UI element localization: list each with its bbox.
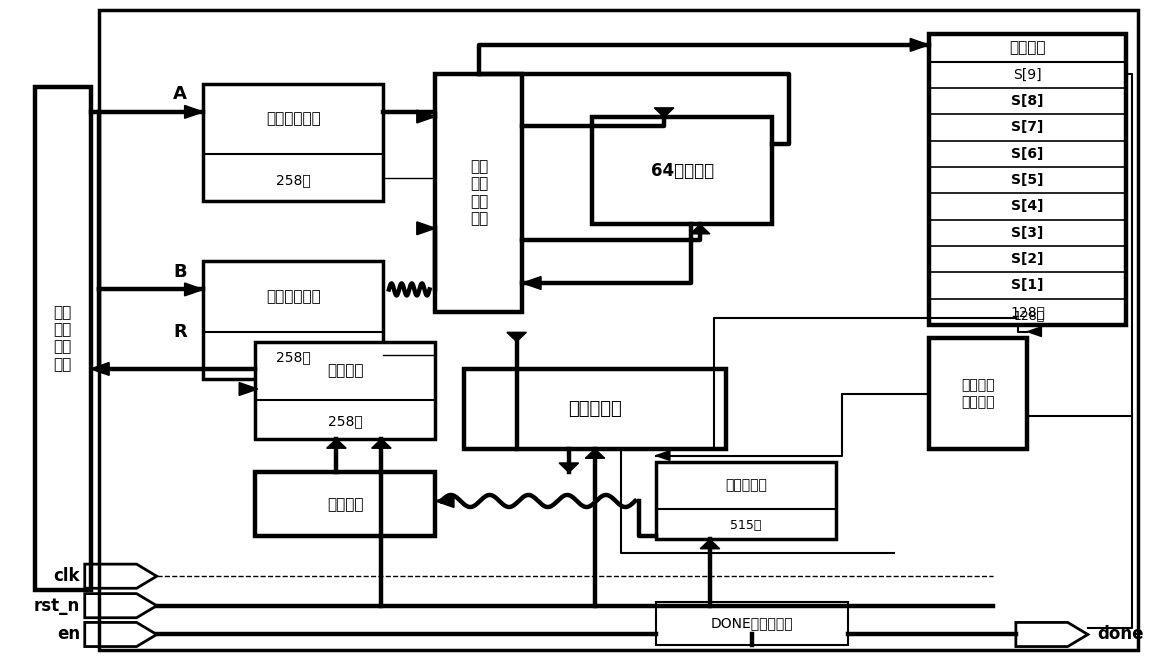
- Polygon shape: [185, 105, 203, 119]
- Text: S[4]: S[4]: [1011, 200, 1044, 214]
- Polygon shape: [1027, 327, 1041, 336]
- FancyBboxPatch shape: [35, 87, 91, 590]
- Text: DONE信号寄存器: DONE信号寄存器: [711, 616, 793, 630]
- Text: 有限状态机: 有限状态机: [568, 400, 622, 417]
- FancyBboxPatch shape: [929, 34, 1126, 325]
- Text: 第二组合
逻辑单元: 第二组合 逻辑单元: [961, 379, 995, 409]
- Polygon shape: [239, 383, 258, 395]
- Text: S[9]: S[9]: [1014, 68, 1041, 82]
- Text: 乘积寄存器: 乘积寄存器: [724, 478, 767, 492]
- Text: 515位: 515位: [730, 519, 762, 532]
- Text: B: B: [173, 263, 187, 281]
- Polygon shape: [417, 222, 435, 234]
- Text: 输出单元: 输出单元: [327, 363, 363, 379]
- Text: 258位: 258位: [276, 350, 310, 364]
- Polygon shape: [522, 277, 541, 289]
- Polygon shape: [435, 494, 454, 507]
- Polygon shape: [372, 439, 391, 448]
- Text: 数据
输入
输出
接口: 数据 输入 输出 接口: [53, 305, 72, 372]
- Polygon shape: [910, 38, 929, 52]
- Text: 第一
组合
逻辑
单元: 第一 组合 逻辑 单元: [470, 159, 488, 226]
- Polygon shape: [691, 224, 709, 234]
- Text: 258位: 258位: [276, 173, 310, 187]
- Text: A: A: [173, 86, 187, 103]
- Polygon shape: [656, 451, 670, 460]
- FancyBboxPatch shape: [255, 472, 435, 536]
- Text: en: en: [57, 626, 80, 643]
- Polygon shape: [326, 439, 346, 448]
- Text: 约减电路: 约减电路: [327, 496, 363, 512]
- FancyBboxPatch shape: [929, 338, 1027, 449]
- FancyBboxPatch shape: [255, 342, 435, 439]
- Text: 64位乘法器: 64位乘法器: [650, 162, 714, 180]
- Polygon shape: [585, 449, 605, 458]
- Polygon shape: [417, 110, 435, 123]
- Text: 第一输入单元: 第一输入单元: [266, 111, 320, 127]
- Text: 258位: 258位: [329, 414, 362, 428]
- Text: clk: clk: [53, 567, 80, 585]
- Text: S[1]: S[1]: [1011, 279, 1044, 292]
- Text: S[5]: S[5]: [1011, 173, 1044, 187]
- Text: S[3]: S[3]: [1011, 226, 1044, 240]
- Text: S[6]: S[6]: [1011, 147, 1044, 161]
- Text: 128位: 128位: [1014, 310, 1045, 324]
- Text: done: done: [1097, 626, 1144, 643]
- Text: 第二输入单元: 第二输入单元: [266, 289, 320, 304]
- Text: S[2]: S[2]: [1011, 252, 1044, 266]
- Polygon shape: [700, 539, 720, 549]
- FancyBboxPatch shape: [99, 10, 1138, 650]
- Text: R: R: [173, 323, 187, 340]
- FancyBboxPatch shape: [464, 369, 726, 449]
- FancyBboxPatch shape: [656, 462, 836, 539]
- Text: 128位: 128位: [1010, 305, 1045, 319]
- Polygon shape: [655, 108, 673, 117]
- FancyBboxPatch shape: [656, 602, 848, 645]
- Polygon shape: [507, 332, 526, 342]
- FancyBboxPatch shape: [592, 117, 772, 224]
- Polygon shape: [185, 283, 203, 296]
- Polygon shape: [91, 362, 109, 375]
- FancyBboxPatch shape: [203, 84, 383, 201]
- Text: S[7]: S[7]: [1011, 121, 1044, 135]
- Text: rst_n: rst_n: [34, 597, 80, 614]
- FancyBboxPatch shape: [203, 261, 383, 379]
- Polygon shape: [560, 463, 578, 472]
- FancyBboxPatch shape: [435, 74, 522, 312]
- Text: 寄存器组: 寄存器组: [1009, 40, 1046, 55]
- Text: S[8]: S[8]: [1011, 94, 1044, 108]
